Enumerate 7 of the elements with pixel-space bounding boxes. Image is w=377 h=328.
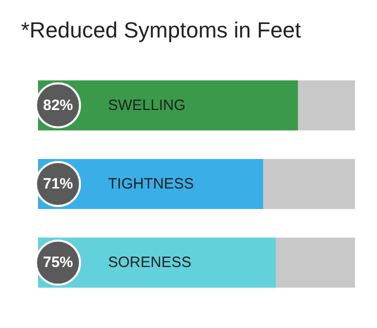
- y-tick-label: SORENESS: [108, 254, 192, 272]
- chart-title: *Reduced Symptoms in Feet: [21, 18, 302, 42]
- data-label: 82%: [42, 96, 74, 114]
- data-label: 71%: [42, 176, 74, 192]
- data-label: 75%: [42, 254, 74, 272]
- y-tick-label: SWELLING: [108, 96, 186, 114]
- y-tick-label: TIGHTNESS: [108, 176, 194, 192]
